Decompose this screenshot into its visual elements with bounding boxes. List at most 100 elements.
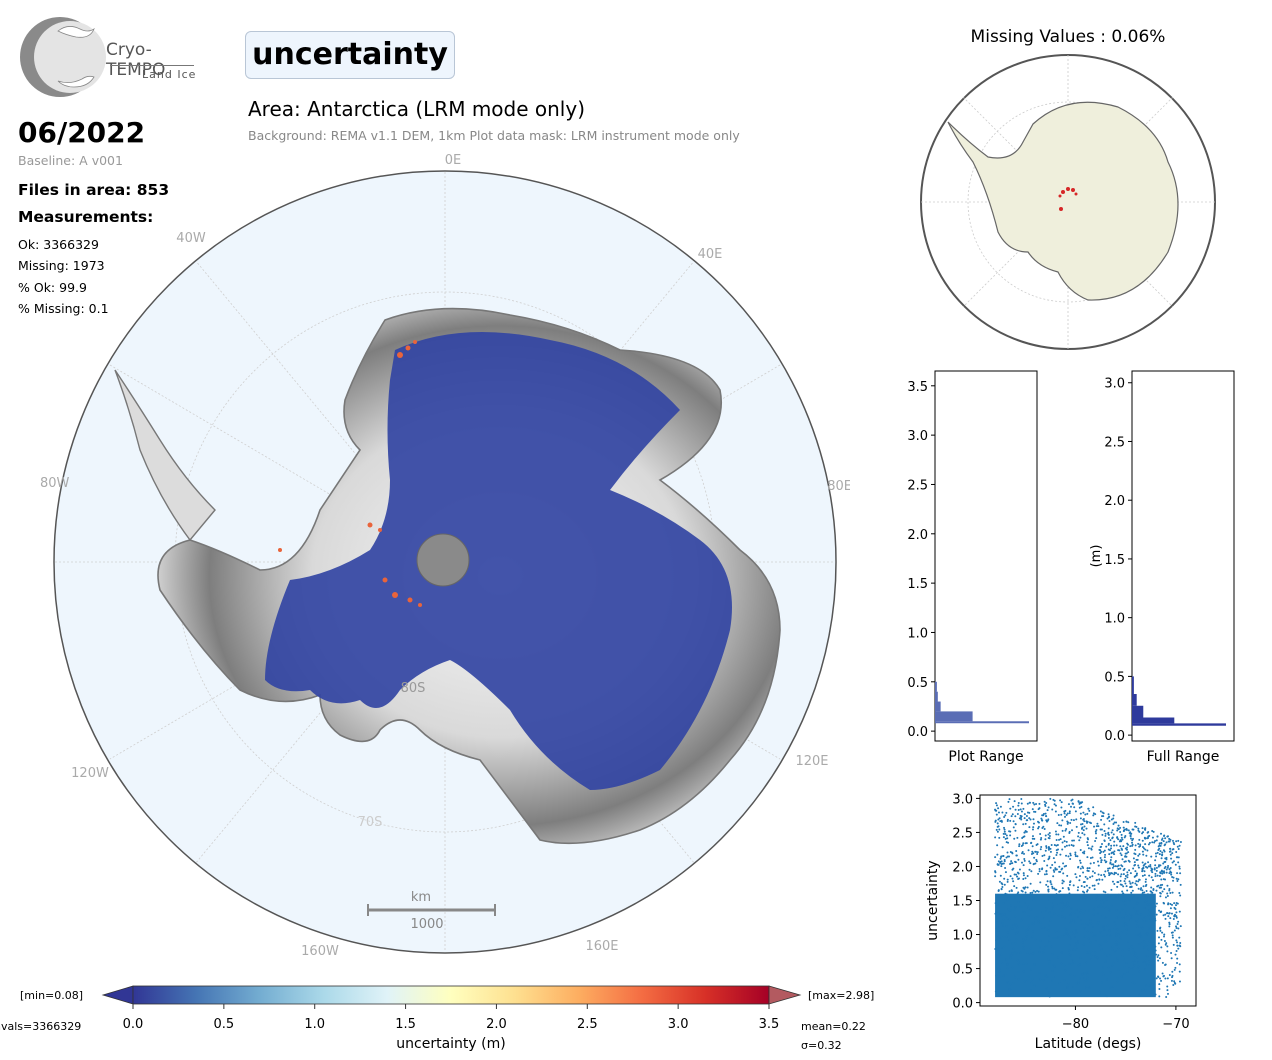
- inset-title: Missing Values : 0.06%: [970, 27, 1166, 47]
- scatter-point: [1144, 933, 1147, 936]
- scatter-point: [1016, 931, 1019, 934]
- scatter-point: [1134, 825, 1137, 828]
- scatter-point: [994, 875, 997, 878]
- scatter-point: [997, 929, 1000, 932]
- scatter-point: [1045, 987, 1048, 990]
- scatter-point: [1138, 853, 1141, 856]
- scatter-point: [998, 861, 1001, 864]
- scatter-point: [1121, 858, 1124, 861]
- scatter-point: [1097, 864, 1100, 867]
- scatter-point: [1110, 844, 1113, 847]
- scatter-point: [1022, 823, 1025, 826]
- scatter-point: [1147, 865, 1150, 868]
- scatter-point: [1136, 902, 1139, 905]
- scatter-point: [1115, 872, 1118, 875]
- scatter-point: [1022, 878, 1025, 881]
- scatter-point: [1140, 913, 1143, 916]
- scatter-point: [1040, 846, 1043, 849]
- scatter-point: [1123, 965, 1126, 968]
- scatter-point: [1144, 916, 1147, 919]
- scatter-point: [1122, 885, 1125, 888]
- scatter-point: [1024, 886, 1027, 889]
- scatter-point: [1103, 839, 1106, 842]
- scatter-point: [999, 857, 1002, 860]
- scatter-point: [1166, 912, 1169, 915]
- scatter-point: [1057, 930, 1060, 933]
- scatter-point: [1159, 850, 1162, 853]
- scatter-point: [1110, 847, 1113, 850]
- scatter-point: [1171, 976, 1174, 979]
- scatter-point: [1022, 874, 1025, 877]
- scatter-point: [1107, 908, 1110, 911]
- scatter-point: [1049, 850, 1052, 853]
- scatter-point: [1027, 927, 1030, 930]
- scatter-point: [1094, 940, 1097, 943]
- scatter-point: [1026, 802, 1029, 805]
- scatter-point: [1024, 938, 1027, 941]
- data-swath: [265, 332, 732, 790]
- scatter-point: [1048, 834, 1051, 837]
- scatter-point: [1017, 872, 1020, 875]
- scatter-point: [1084, 896, 1087, 899]
- scatter-point: [1157, 884, 1160, 887]
- scatter-point: [1031, 828, 1034, 831]
- scatter-point: [1161, 854, 1164, 857]
- scatter-point: [1104, 853, 1107, 856]
- scatter-point: [1120, 896, 1123, 899]
- scatter-point: [1044, 849, 1047, 852]
- scatter-point: [1129, 834, 1132, 837]
- scatter-point: [1152, 923, 1155, 926]
- scatter-point: [1117, 915, 1120, 918]
- scatter-point: [1166, 895, 1169, 898]
- scatter-point: [1069, 913, 1072, 916]
- scatter-point: [1120, 975, 1123, 978]
- scatter-point: [1143, 945, 1146, 948]
- scatter-point: [1010, 904, 1013, 907]
- scatter-point: [1157, 954, 1160, 957]
- scatter-point: [1016, 836, 1019, 839]
- lon-label-40e: 40E: [698, 247, 723, 262]
- scatter-point: [1041, 854, 1044, 857]
- scatter-point: [1017, 978, 1020, 981]
- scatter-point: [1033, 837, 1036, 840]
- scatter-point: [1137, 961, 1140, 964]
- scatter-point: [1048, 855, 1051, 858]
- scatter-point: [1170, 857, 1173, 860]
- scatter-point: [1070, 843, 1073, 846]
- scatter-point: [1117, 824, 1120, 827]
- scatter-point: [1154, 852, 1157, 855]
- scatter-point: [1010, 925, 1013, 928]
- scatter-point: [1024, 877, 1027, 880]
- scatter-point: [1009, 988, 1012, 991]
- scatter-point: [1163, 888, 1166, 891]
- scatter-point: [1125, 827, 1128, 830]
- scatter-point: [1092, 913, 1095, 916]
- scatter-point: [994, 836, 997, 839]
- lon-label-120w: 120W: [71, 766, 109, 781]
- scatter-point: [1045, 873, 1048, 876]
- scatter-point: [1012, 826, 1015, 829]
- scatter-point: [1013, 885, 1016, 888]
- hist-full-range-bar: [1132, 723, 1226, 726]
- scatter-point: [1079, 919, 1082, 922]
- scatter-point: [1147, 948, 1150, 951]
- scatter-point: [1074, 921, 1077, 924]
- scatter-point: [1003, 860, 1006, 863]
- scatter-point: [1095, 825, 1098, 828]
- scatter-point: [1036, 851, 1039, 854]
- scatter-point: [1061, 841, 1064, 844]
- scatter-point: [1119, 826, 1122, 829]
- scatter-point: [1090, 954, 1093, 957]
- scatter-point: [1086, 812, 1089, 815]
- scatter-point: [1151, 941, 1154, 944]
- scatter-point: [1056, 897, 1059, 900]
- scatter-point: [1030, 842, 1033, 845]
- scatter-point: [1164, 843, 1167, 846]
- scatter-point: [1132, 951, 1135, 954]
- scatter-point: [1013, 800, 1016, 803]
- scatter-point: [1016, 892, 1019, 895]
- lon-label-40w: 40W: [176, 231, 206, 246]
- scatter-point: [1020, 845, 1023, 848]
- scatter-point: [1137, 854, 1140, 857]
- scatter-point: [1043, 860, 1046, 863]
